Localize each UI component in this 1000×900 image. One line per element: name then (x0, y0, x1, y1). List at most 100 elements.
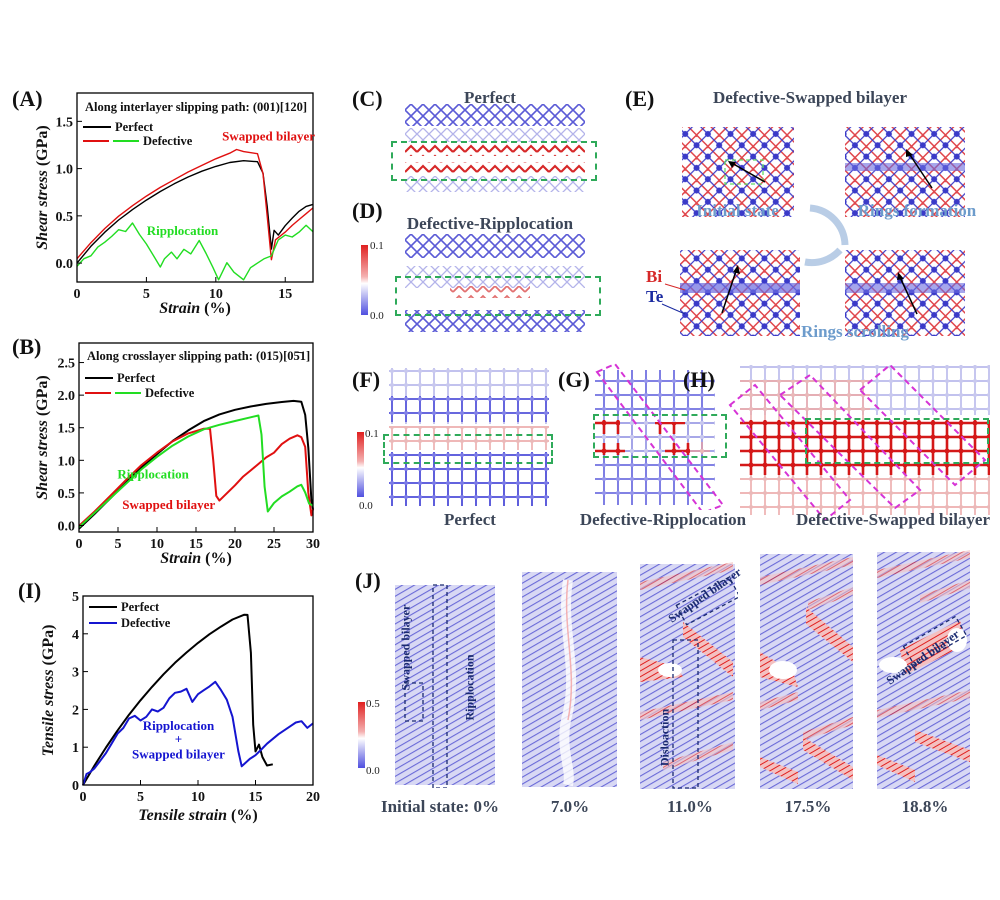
y-tick-label: 1.5 (58, 422, 76, 437)
arrow-icon (729, 161, 766, 183)
atom-label-bi: Bi (646, 267, 663, 286)
panel-h-caption: Defective-Swapped bilayer (795, 510, 991, 529)
panel-j-label: (J) (355, 568, 381, 593)
x-tick-label: 20 (306, 790, 320, 805)
annotation-label: Ripplocation (117, 467, 189, 482)
red-layer (405, 162, 585, 174)
x-tick-label: 25 (267, 537, 281, 552)
state-label-initial: Initial state (696, 201, 779, 220)
swapped-band-box (728, 383, 852, 520)
panel-f-colorbar-min: 0.0 (359, 500, 373, 512)
panel-f-caption: Perfect (444, 510, 496, 529)
panel-h-highlight-box (805, 418, 989, 464)
x-tick-label: 20 (228, 537, 242, 552)
swapped-bilayer-box (404, 682, 424, 722)
y-tick-label: 1.0 (58, 454, 76, 469)
state-label-rings-scrolling: Rings scrolling (801, 322, 909, 341)
legend-label: Defective (143, 134, 193, 148)
ripplocation-band-box (595, 362, 725, 510)
x-tick-label: 5 (115, 537, 122, 552)
y-tick-label: 0.5 (56, 210, 74, 225)
x-axis-label: Tensile strain (%) (138, 807, 257, 824)
y-tick-label: 5 (72, 590, 79, 605)
panel-e-label: (E) (625, 86, 655, 111)
panel-i-label: (I) (18, 578, 42, 603)
x-tick-label: 30 (306, 537, 320, 552)
annotation-label: Swapped bilayer (132, 747, 225, 762)
y-tick-label: 4 (72, 628, 79, 643)
y-tick-label: 0.0 (56, 257, 74, 272)
panel-f-colorbar-max: 0.1 (365, 428, 379, 440)
swapped-bilayer-box (902, 615, 968, 667)
chart-title: Along interlayer slipping path: (001)[12… (85, 100, 307, 114)
panel-c-label: (C) (352, 86, 383, 111)
j-caption-4: 18.8% (901, 797, 949, 816)
annotation-label: + (175, 731, 182, 746)
j-defs (0, 0, 1, 1)
x-tick-label: 5 (137, 790, 144, 805)
j-caption-3: 17.5% (784, 797, 832, 816)
series-line (78, 414, 314, 528)
y-tick-label: 0.5 (58, 487, 76, 502)
y-tick-label: 0.0 (58, 519, 76, 534)
chart-a: 0 5 10 15 0.0 0.5 1.0 1.5 Strain (%) Shear stress… (34, 92, 315, 317)
j-caption-0: Initial state: 0% (380, 797, 500, 816)
panel-d-colorbar (361, 245, 368, 315)
panel-c-title: Perfect (464, 88, 516, 107)
panel-a-label: (A) (12, 86, 43, 111)
x-tick-label: 10 (209, 287, 223, 302)
y-tick-label: 3 (72, 666, 79, 681)
series-line (82, 613, 274, 786)
legend-label: Defective (145, 386, 195, 400)
y-axis-label: Tensile stress (GPa) (40, 625, 57, 757)
panel-h-structure (728, 363, 990, 520)
y-tick-label: 2.5 (58, 357, 76, 372)
series-line (78, 427, 314, 527)
panel-j-colorbar-max: 0.5 (366, 698, 380, 710)
annotation-label: Swapped bilayer (222, 128, 315, 143)
chart-i: 0 5 10 15 20 0 1 2 3 4 5 Tensile strain (%) Tensile … (40, 590, 320, 824)
y-tick-label: 1 (72, 741, 79, 756)
panel-j-colorbar (358, 702, 365, 768)
chart-title: Along crosslayer slipping path: (015)[05… (87, 349, 310, 363)
panel-c-highlight-box (391, 141, 597, 181)
legend-label: Perfect (121, 600, 160, 614)
atom-label-te: Te (646, 287, 664, 306)
j-frame-7-0 (522, 572, 617, 787)
x-tick-label: 0 (76, 537, 83, 552)
j-annotation-swapped-bilayer: Swapped bilayer (398, 604, 413, 691)
state-label-rings-formation: Rings formation (857, 201, 977, 220)
snapshot-initial-state (682, 127, 794, 217)
j-caption-2: 11.0% (667, 797, 713, 816)
panel-d-label: (D) (352, 198, 383, 223)
panel-f-label: (F) (352, 367, 381, 392)
panel-d-colorbar-min: 0.0 (370, 310, 384, 322)
panel-h-label: (H) (683, 367, 715, 392)
x-tick-label: 0 (80, 790, 87, 805)
x-tick-label: 5 (143, 287, 150, 302)
red-layer (405, 144, 585, 156)
series-line (82, 680, 314, 786)
y-tick-label: 1.5 (56, 115, 74, 130)
j-frame-initial (395, 584, 495, 788)
x-tick-label: 10 (191, 790, 205, 805)
j-frame-11-0 (640, 562, 738, 789)
legend-label: Perfect (117, 371, 156, 385)
x-axis-label: Strain (%) (159, 300, 231, 317)
y-tick-label: 2 (72, 703, 79, 718)
panel-g-highlight-box (593, 414, 727, 458)
panel-e-cycle (661, 127, 965, 336)
panel-f-colorbar (357, 432, 364, 497)
blue-layer (405, 104, 585, 126)
x-tick-label: 0 (74, 287, 81, 302)
panel-g-label: (G) (558, 367, 590, 392)
j-frame-18-8 (877, 550, 970, 789)
ripplocation-box (432, 584, 448, 788)
panel-d-colorbar-max: 0.1 (370, 240, 384, 252)
light-layer (405, 128, 585, 142)
y-tick-label: 0 (72, 779, 79, 794)
annotation-label: Swapped bilayer (122, 497, 215, 512)
x-tick-label: 15 (249, 790, 263, 805)
panel-j-colorbar-min: 0.0 (366, 765, 380, 777)
annotation-label: Ripplocation (143, 718, 215, 733)
